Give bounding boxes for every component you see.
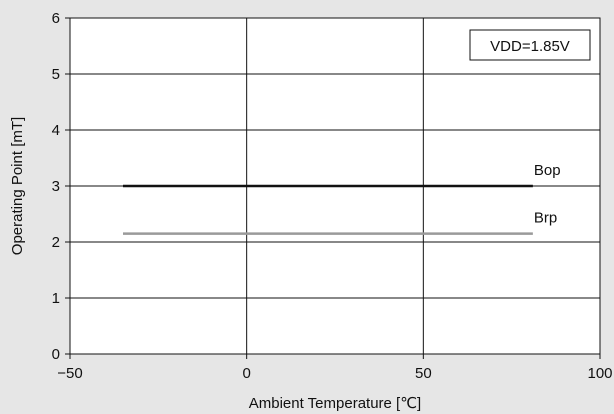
y-tick-label: 2 [52, 234, 60, 251]
x-tick-label: 50 [415, 365, 432, 382]
annotation-text: VDD=1.85V [490, 38, 570, 55]
y-tick-label: 6 [52, 10, 60, 27]
series-label-bop: Bop [534, 162, 561, 179]
ticks: 0 1 2 3 4 5 6 −50 0 50 100 [52, 10, 613, 382]
annotation: VDD=1.85V [469, 29, 591, 61]
x-tick-label: −50 [57, 365, 82, 382]
x-tick-label: 0 [242, 365, 250, 382]
y-tick-label: 4 [52, 122, 60, 139]
y-tick-label: 5 [52, 66, 60, 83]
x-tick-label: 100 [587, 365, 612, 382]
x-axis-title: Ambient Temperature [℃] [249, 395, 421, 412]
y-tick-label: 1 [52, 290, 60, 307]
series-label-brp: Brp [534, 210, 557, 227]
series-layer: Bop Brp [123, 162, 561, 235]
annotation-box [469, 29, 591, 61]
y-tick-label: 0 [52, 346, 60, 363]
y-axis-title: Operating Point [mT] [9, 117, 26, 255]
y-tick-label: 3 [52, 178, 60, 195]
